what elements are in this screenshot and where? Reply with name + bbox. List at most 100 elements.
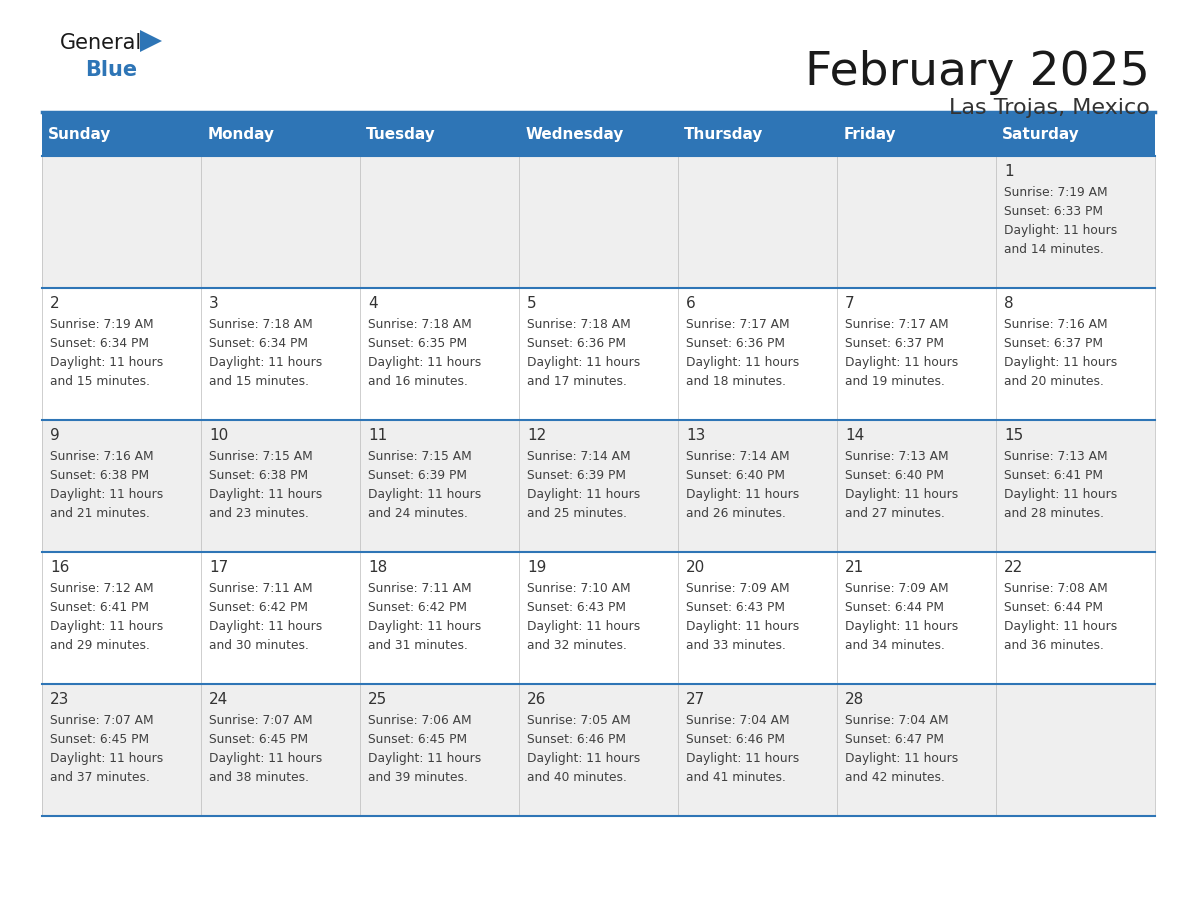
Text: Sunset: 6:47 PM: Sunset: 6:47 PM bbox=[845, 733, 944, 746]
Text: Sunrise: 7:14 AM: Sunrise: 7:14 AM bbox=[527, 450, 631, 463]
Text: Daylight: 11 hours: Daylight: 11 hours bbox=[50, 620, 163, 633]
Text: and 38 minutes.: and 38 minutes. bbox=[209, 771, 309, 784]
Text: Sunrise: 7:11 AM: Sunrise: 7:11 AM bbox=[368, 582, 472, 595]
Text: Sunset: 6:37 PM: Sunset: 6:37 PM bbox=[1004, 337, 1102, 350]
Text: Blue: Blue bbox=[86, 60, 137, 80]
Text: 13: 13 bbox=[685, 428, 706, 443]
Text: Daylight: 11 hours: Daylight: 11 hours bbox=[527, 488, 640, 501]
Text: and 29 minutes.: and 29 minutes. bbox=[50, 639, 150, 652]
Text: 2: 2 bbox=[50, 296, 59, 311]
Text: Sunrise: 7:04 AM: Sunrise: 7:04 AM bbox=[685, 714, 790, 727]
Text: Sunset: 6:36 PM: Sunset: 6:36 PM bbox=[685, 337, 785, 350]
Text: 7: 7 bbox=[845, 296, 854, 311]
Text: Daylight: 11 hours: Daylight: 11 hours bbox=[368, 752, 481, 765]
Text: 9: 9 bbox=[50, 428, 59, 443]
Text: and 37 minutes.: and 37 minutes. bbox=[50, 771, 150, 784]
Text: Sunrise: 7:19 AM: Sunrise: 7:19 AM bbox=[1004, 186, 1107, 199]
Text: Sunrise: 7:15 AM: Sunrise: 7:15 AM bbox=[368, 450, 472, 463]
Text: and 34 minutes.: and 34 minutes. bbox=[845, 639, 944, 652]
Text: Sunset: 6:37 PM: Sunset: 6:37 PM bbox=[845, 337, 944, 350]
Text: 14: 14 bbox=[845, 428, 864, 443]
Text: Sunset: 6:35 PM: Sunset: 6:35 PM bbox=[368, 337, 467, 350]
Text: Sunset: 6:34 PM: Sunset: 6:34 PM bbox=[50, 337, 148, 350]
Text: and 30 minutes.: and 30 minutes. bbox=[209, 639, 309, 652]
Text: Daylight: 11 hours: Daylight: 11 hours bbox=[845, 752, 959, 765]
Text: 27: 27 bbox=[685, 692, 706, 707]
Text: Sunrise: 7:16 AM: Sunrise: 7:16 AM bbox=[1004, 318, 1107, 331]
Text: Daylight: 11 hours: Daylight: 11 hours bbox=[527, 620, 640, 633]
Text: Sunrise: 7:08 AM: Sunrise: 7:08 AM bbox=[1004, 582, 1107, 595]
Text: 15: 15 bbox=[1004, 428, 1023, 443]
Text: Daylight: 11 hours: Daylight: 11 hours bbox=[209, 356, 322, 369]
Text: Thursday: Thursday bbox=[684, 127, 764, 141]
Text: Daylight: 11 hours: Daylight: 11 hours bbox=[368, 488, 481, 501]
Text: Daylight: 11 hours: Daylight: 11 hours bbox=[1004, 224, 1117, 237]
Text: Sunrise: 7:18 AM: Sunrise: 7:18 AM bbox=[368, 318, 472, 331]
Text: Sunrise: 7:07 AM: Sunrise: 7:07 AM bbox=[50, 714, 153, 727]
Text: and 28 minutes.: and 28 minutes. bbox=[1004, 507, 1104, 520]
Text: 10: 10 bbox=[209, 428, 228, 443]
Text: Sunset: 6:42 PM: Sunset: 6:42 PM bbox=[209, 601, 308, 614]
Text: Sunrise: 7:17 AM: Sunrise: 7:17 AM bbox=[685, 318, 790, 331]
Text: Sunrise: 7:06 AM: Sunrise: 7:06 AM bbox=[368, 714, 472, 727]
Text: 12: 12 bbox=[527, 428, 546, 443]
Text: and 33 minutes.: and 33 minutes. bbox=[685, 639, 785, 652]
Text: Daylight: 11 hours: Daylight: 11 hours bbox=[209, 752, 322, 765]
Text: Sunrise: 7:18 AM: Sunrise: 7:18 AM bbox=[527, 318, 631, 331]
Text: Saturday: Saturday bbox=[1003, 127, 1080, 141]
Text: Sunset: 6:44 PM: Sunset: 6:44 PM bbox=[1004, 601, 1102, 614]
Text: and 42 minutes.: and 42 minutes. bbox=[845, 771, 944, 784]
Text: Sunday: Sunday bbox=[49, 127, 112, 141]
Text: Daylight: 11 hours: Daylight: 11 hours bbox=[368, 620, 481, 633]
Text: 26: 26 bbox=[527, 692, 546, 707]
Text: Sunset: 6:39 PM: Sunset: 6:39 PM bbox=[527, 469, 626, 482]
Text: Daylight: 11 hours: Daylight: 11 hours bbox=[50, 752, 163, 765]
Text: Las Trojas, Mexico: Las Trojas, Mexico bbox=[949, 98, 1150, 118]
Text: Sunset: 6:38 PM: Sunset: 6:38 PM bbox=[209, 469, 308, 482]
Text: 25: 25 bbox=[368, 692, 387, 707]
Text: Sunset: 6:46 PM: Sunset: 6:46 PM bbox=[527, 733, 626, 746]
Bar bbox=[42, 552, 1155, 684]
Text: Sunset: 6:46 PM: Sunset: 6:46 PM bbox=[685, 733, 785, 746]
Text: February 2025: February 2025 bbox=[805, 50, 1150, 95]
Text: Sunset: 6:42 PM: Sunset: 6:42 PM bbox=[368, 601, 467, 614]
Text: Daylight: 11 hours: Daylight: 11 hours bbox=[368, 356, 481, 369]
Text: Sunrise: 7:10 AM: Sunrise: 7:10 AM bbox=[527, 582, 631, 595]
Text: Sunrise: 7:13 AM: Sunrise: 7:13 AM bbox=[1004, 450, 1107, 463]
Text: Sunrise: 7:05 AM: Sunrise: 7:05 AM bbox=[527, 714, 631, 727]
Text: and 15 minutes.: and 15 minutes. bbox=[50, 375, 150, 388]
Text: 17: 17 bbox=[209, 560, 228, 575]
Text: and 18 minutes.: and 18 minutes. bbox=[685, 375, 786, 388]
Text: Sunrise: 7:09 AM: Sunrise: 7:09 AM bbox=[685, 582, 790, 595]
Text: Daylight: 11 hours: Daylight: 11 hours bbox=[1004, 488, 1117, 501]
Text: Daylight: 11 hours: Daylight: 11 hours bbox=[1004, 620, 1117, 633]
Text: and 15 minutes.: and 15 minutes. bbox=[209, 375, 309, 388]
Polygon shape bbox=[140, 30, 162, 52]
Text: 6: 6 bbox=[685, 296, 696, 311]
Text: 8: 8 bbox=[1004, 296, 1013, 311]
Text: and 26 minutes.: and 26 minutes. bbox=[685, 507, 785, 520]
Text: and 41 minutes.: and 41 minutes. bbox=[685, 771, 785, 784]
Bar bbox=[42, 112, 1155, 156]
Text: Daylight: 11 hours: Daylight: 11 hours bbox=[209, 620, 322, 633]
Text: Sunset: 6:34 PM: Sunset: 6:34 PM bbox=[209, 337, 308, 350]
Text: Sunset: 6:41 PM: Sunset: 6:41 PM bbox=[50, 601, 148, 614]
Bar bbox=[42, 684, 1155, 816]
Text: Daylight: 11 hours: Daylight: 11 hours bbox=[209, 488, 322, 501]
Text: Tuesday: Tuesday bbox=[366, 127, 436, 141]
Bar bbox=[42, 420, 1155, 552]
Text: Sunset: 6:45 PM: Sunset: 6:45 PM bbox=[209, 733, 308, 746]
Text: Sunrise: 7:11 AM: Sunrise: 7:11 AM bbox=[209, 582, 312, 595]
Text: Daylight: 11 hours: Daylight: 11 hours bbox=[685, 356, 800, 369]
Text: Sunrise: 7:17 AM: Sunrise: 7:17 AM bbox=[845, 318, 948, 331]
Text: General: General bbox=[61, 33, 143, 53]
Text: Sunrise: 7:13 AM: Sunrise: 7:13 AM bbox=[845, 450, 948, 463]
Text: 23: 23 bbox=[50, 692, 69, 707]
Text: and 39 minutes.: and 39 minutes. bbox=[368, 771, 468, 784]
Text: Daylight: 11 hours: Daylight: 11 hours bbox=[685, 620, 800, 633]
Text: Daylight: 11 hours: Daylight: 11 hours bbox=[685, 752, 800, 765]
Text: Monday: Monday bbox=[208, 127, 274, 141]
Text: Sunset: 6:40 PM: Sunset: 6:40 PM bbox=[845, 469, 944, 482]
Text: Sunrise: 7:16 AM: Sunrise: 7:16 AM bbox=[50, 450, 153, 463]
Text: and 14 minutes.: and 14 minutes. bbox=[1004, 243, 1104, 256]
